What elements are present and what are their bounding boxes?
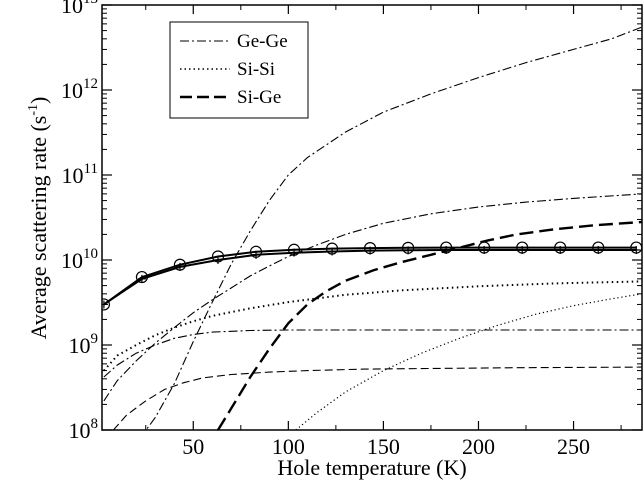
plus-marker <box>290 248 299 257</box>
y-axis-title-superscript: -1 <box>26 104 41 116</box>
y-axis-title: Average scattering rate (s-1) <box>26 97 51 340</box>
plus-marker <box>137 274 146 283</box>
x-tick-label: 100 <box>272 434 305 459</box>
x-axis-title: Hole temperature (K) <box>277 455 466 480</box>
plus-marker <box>632 246 641 255</box>
series-line-7 <box>216 220 642 430</box>
x-tick-label: 200 <box>462 434 495 459</box>
legend-box <box>169 21 309 119</box>
plus-marker <box>175 262 184 271</box>
series-line-4 <box>112 366 642 430</box>
x-tick-label: 150 <box>367 434 400 459</box>
plot-frame <box>101 4 643 431</box>
y-tick-label: 108 <box>69 416 99 443</box>
series-line-9 <box>103 249 637 306</box>
series-line-8 <box>103 246 637 306</box>
x-tick-label: 250 <box>557 434 590 459</box>
plus-marker <box>252 250 261 259</box>
series-line-6 <box>295 293 642 430</box>
series-layer <box>102 26 642 430</box>
legend: Ge-Ge Si-Si Si-Ge <box>169 21 309 119</box>
series-line-2 <box>103 193 642 402</box>
series-line-3 <box>103 329 642 378</box>
y-axis: 108 109 1010 1011 1012 1013 <box>61 0 642 443</box>
y-tick-label: 109 <box>69 331 99 358</box>
legend-label-si-ge: Si-Ge <box>237 87 281 108</box>
circle-marker <box>102 298 110 311</box>
y-tick-label: 1011 <box>62 161 98 188</box>
plus-marker <box>404 246 413 255</box>
y-tick-label: 1012 <box>61 76 98 103</box>
plus-marker <box>442 246 451 255</box>
y-tick-label: 1010 <box>61 246 98 273</box>
plus-marker <box>556 246 565 255</box>
legend-label-si-si: Si-Si <box>237 59 275 80</box>
y-axis-title-close: ) <box>26 97 51 104</box>
series-line-5 <box>103 280 642 372</box>
plus-marker <box>328 247 337 256</box>
y-tick-label: 1013 <box>61 0 98 18</box>
series-line-1 <box>145 26 642 430</box>
legend-label-ge-ge: Ge-Ge <box>237 31 288 52</box>
y-axis-title-text: Average scattering rate (s <box>26 116 51 340</box>
x-axis: 50 100 150 200 250 <box>145 5 622 459</box>
plus-marker <box>518 246 527 255</box>
plus-marker <box>366 246 375 255</box>
plus-marker <box>213 256 222 264</box>
x-tick-label: 50 <box>182 434 204 459</box>
plus-marker <box>594 246 603 255</box>
plus-marker <box>480 246 489 255</box>
